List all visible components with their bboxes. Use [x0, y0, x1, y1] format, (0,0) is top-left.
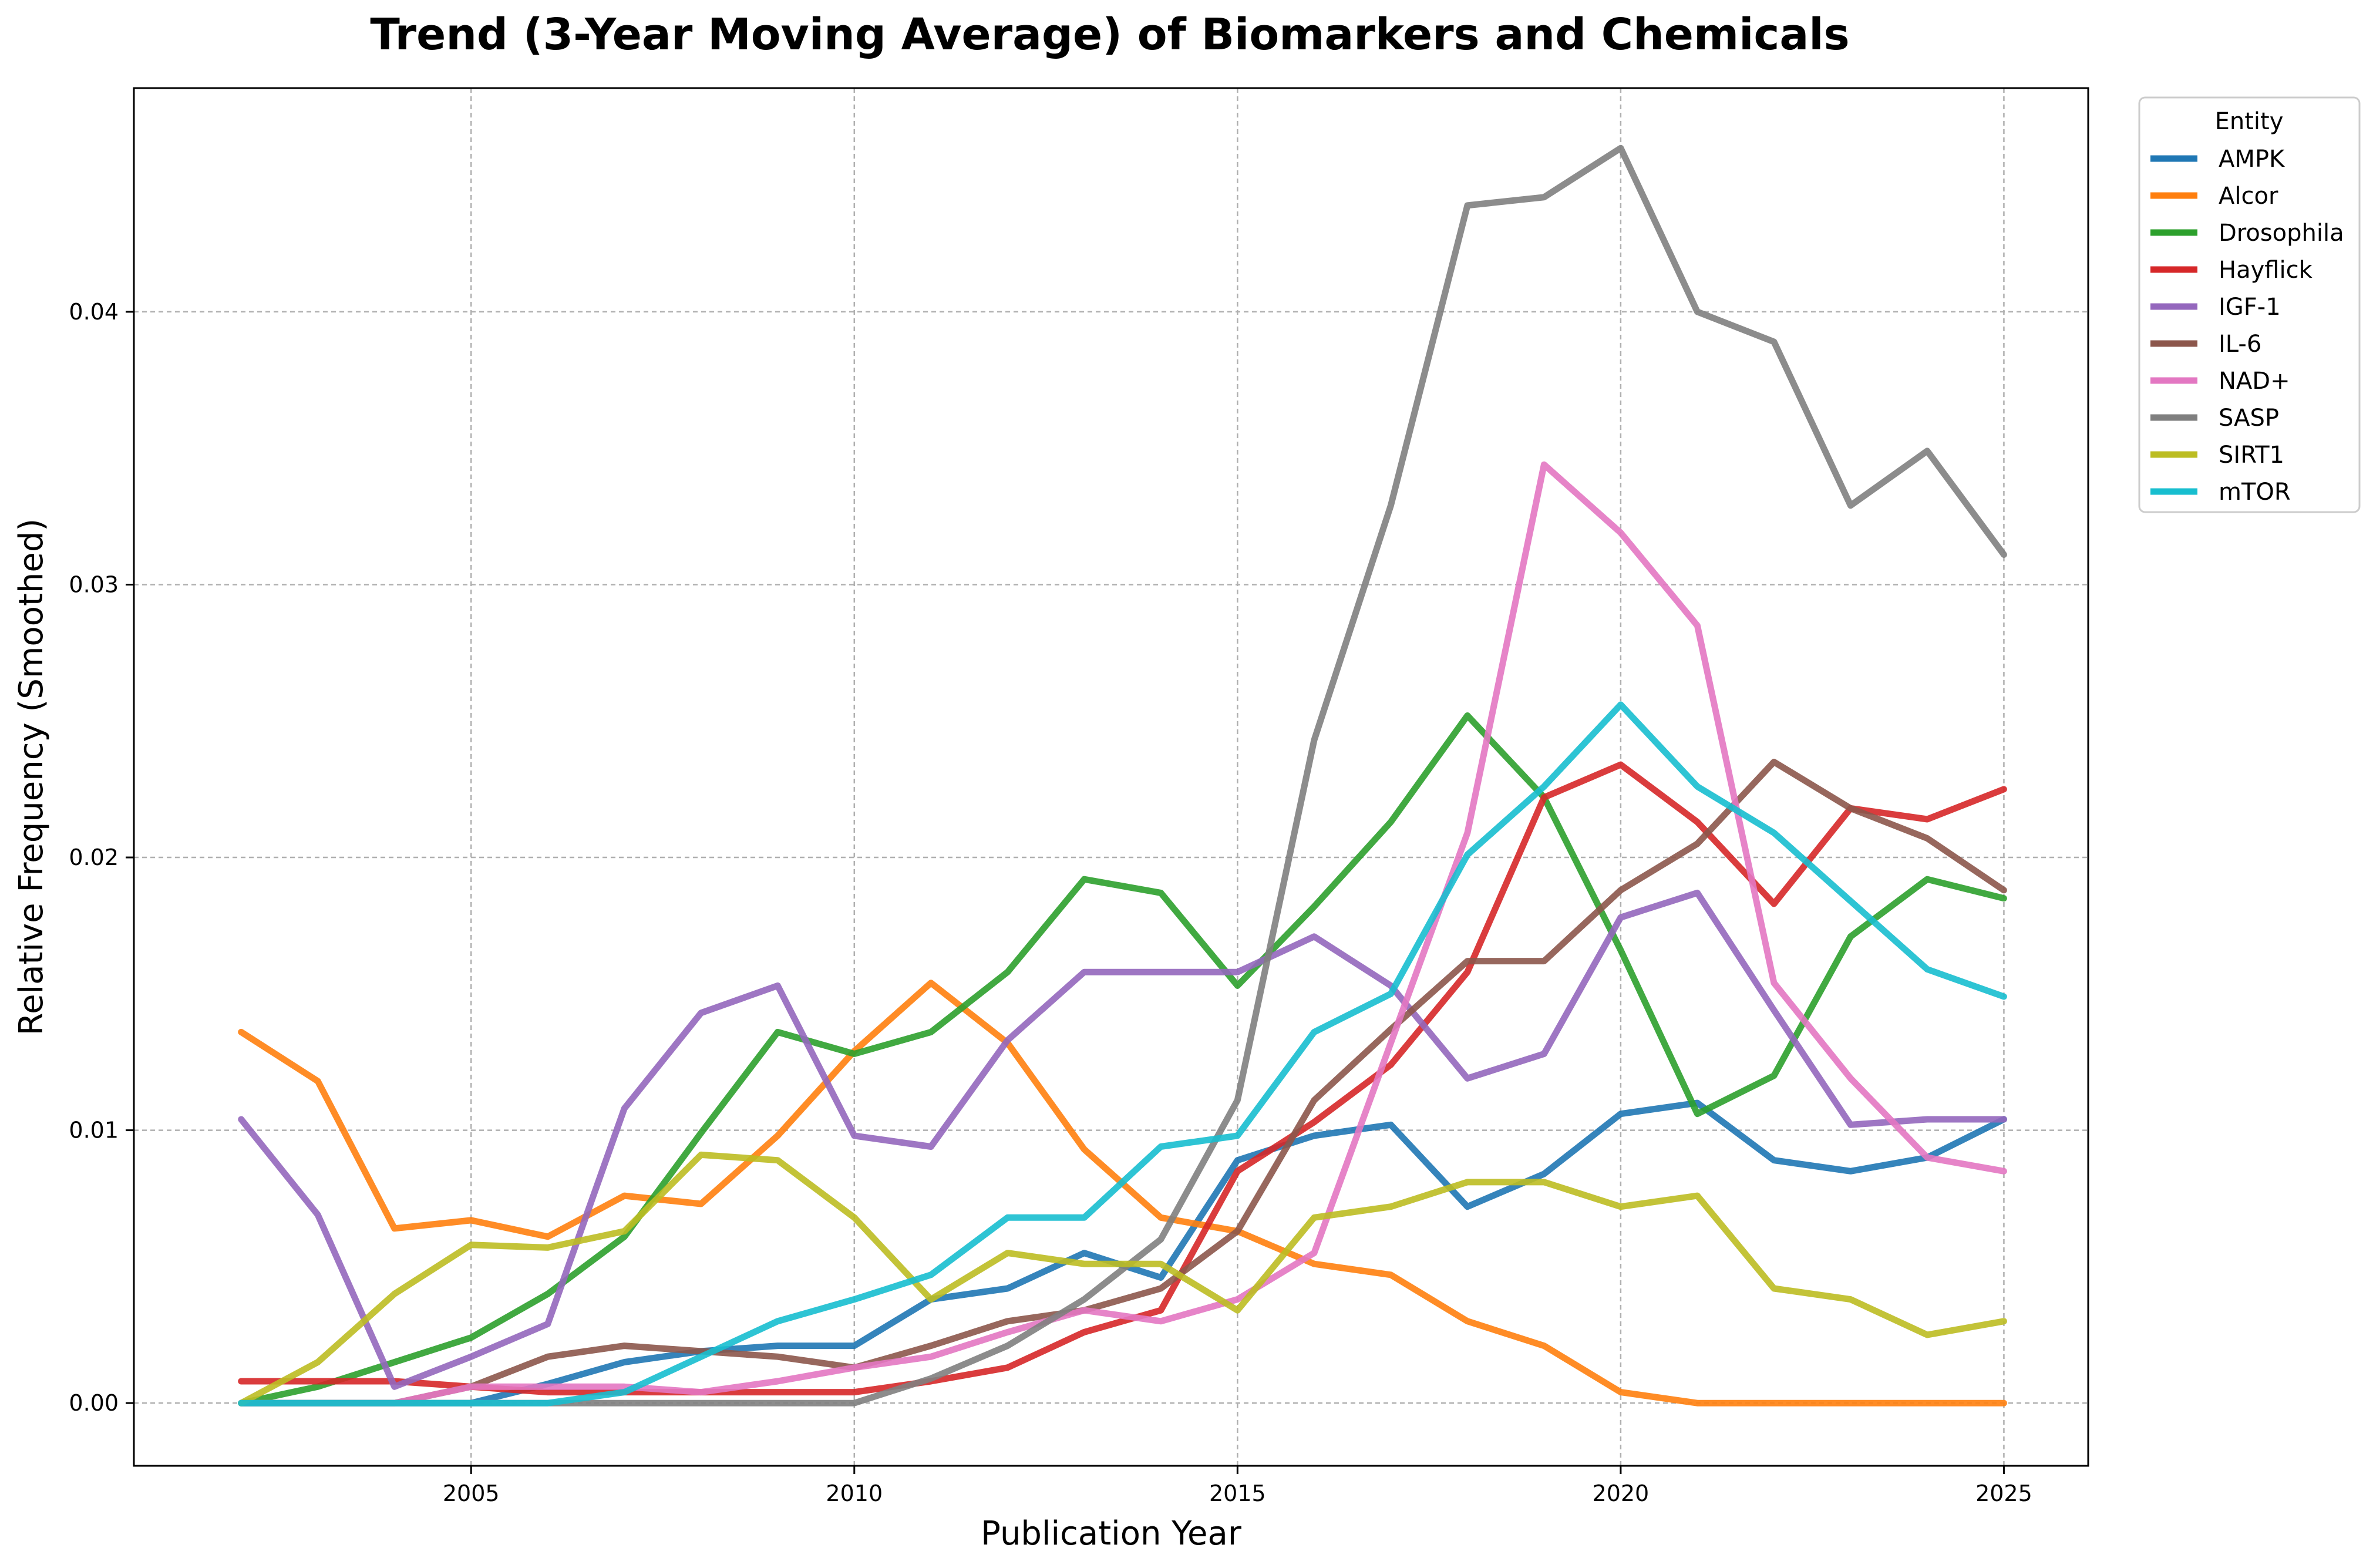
legend-item: IL-6 [2150, 331, 2261, 358]
legend-item: Drosophila [2150, 220, 2344, 247]
legend-items: AMPK Alcor Drosophila Hayflick IGF-1 IL-6 NAD+… [2150, 146, 2344, 506]
legend-label: AMPK [2219, 146, 2286, 173]
y-tick-label: 0.04 [69, 299, 119, 325]
legend-item: Alcor [2150, 183, 2278, 210]
plot-frame [133, 87, 2089, 1467]
legend-label: SIRT1 [2219, 442, 2284, 469]
x-tick-label: 2025 [1975, 1480, 2032, 1506]
y-tick-label: 0.03 [69, 571, 119, 597]
legend-label: Drosophila [2219, 220, 2344, 247]
y-axis-ticks: 0.00 0.01 0.02 0.03 0.04 [69, 299, 134, 1416]
x-tick-label: 2015 [1209, 1480, 1266, 1506]
legend: Entity AMPK Alcor Drosophila Hayflick IGF-1 I… [2138, 96, 2361, 513]
series-lines [238, 144, 2007, 1407]
legend-box [2138, 96, 2361, 513]
legend-item: mTOR [2150, 479, 2291, 506]
series-line-sirt1 [238, 1151, 2007, 1407]
x-axis-label: Publication Year [981, 1515, 1242, 1553]
x-tick-label: 2010 [826, 1480, 883, 1506]
legend-item: IGF-1 [2150, 294, 2281, 321]
y-axis-label: Relative Frequency (Smoothed) [12, 519, 51, 1036]
legend-label: IL-6 [2219, 331, 2261, 358]
series-line-drosophila [238, 712, 2007, 1407]
legend-item: Hayflick [2150, 257, 2313, 284]
series-line-hayflick [238, 761, 2007, 1396]
x-axis-ticks: 2005 2010 2015 2020 2025 [443, 1466, 2032, 1506]
y-tick-label: 0.01 [69, 1118, 119, 1143]
legend-item: AMPK [2150, 146, 2286, 173]
legend-label: IGF-1 [2219, 294, 2281, 321]
legend-label: Alcor [2219, 183, 2278, 210]
series-line-mtor [238, 701, 2007, 1407]
legend-item: SIRT1 [2150, 442, 2284, 469]
legend-item: SASP [2150, 405, 2279, 432]
y-tick-label: 0.00 [69, 1390, 119, 1416]
x-tick-label: 2020 [1593, 1480, 1650, 1506]
legend-label: mTOR [2219, 479, 2291, 506]
x-tick-label: 2005 [443, 1480, 500, 1506]
series-line-nad- [238, 461, 2007, 1407]
chart-title: Trend (3-Year Moving Average) of Biomark… [370, 9, 1849, 60]
y-tick-label: 0.02 [69, 844, 119, 870]
legend-title: Entity [2215, 108, 2284, 135]
series-line-igf-1 [238, 889, 2007, 1390]
series-line-il-6 [238, 758, 2007, 1407]
legend-label: SASP [2219, 405, 2279, 432]
legend-label: NAD+ [2219, 368, 2290, 395]
legend-label: Hayflick [2219, 257, 2313, 284]
legend-item: NAD+ [2150, 368, 2290, 395]
